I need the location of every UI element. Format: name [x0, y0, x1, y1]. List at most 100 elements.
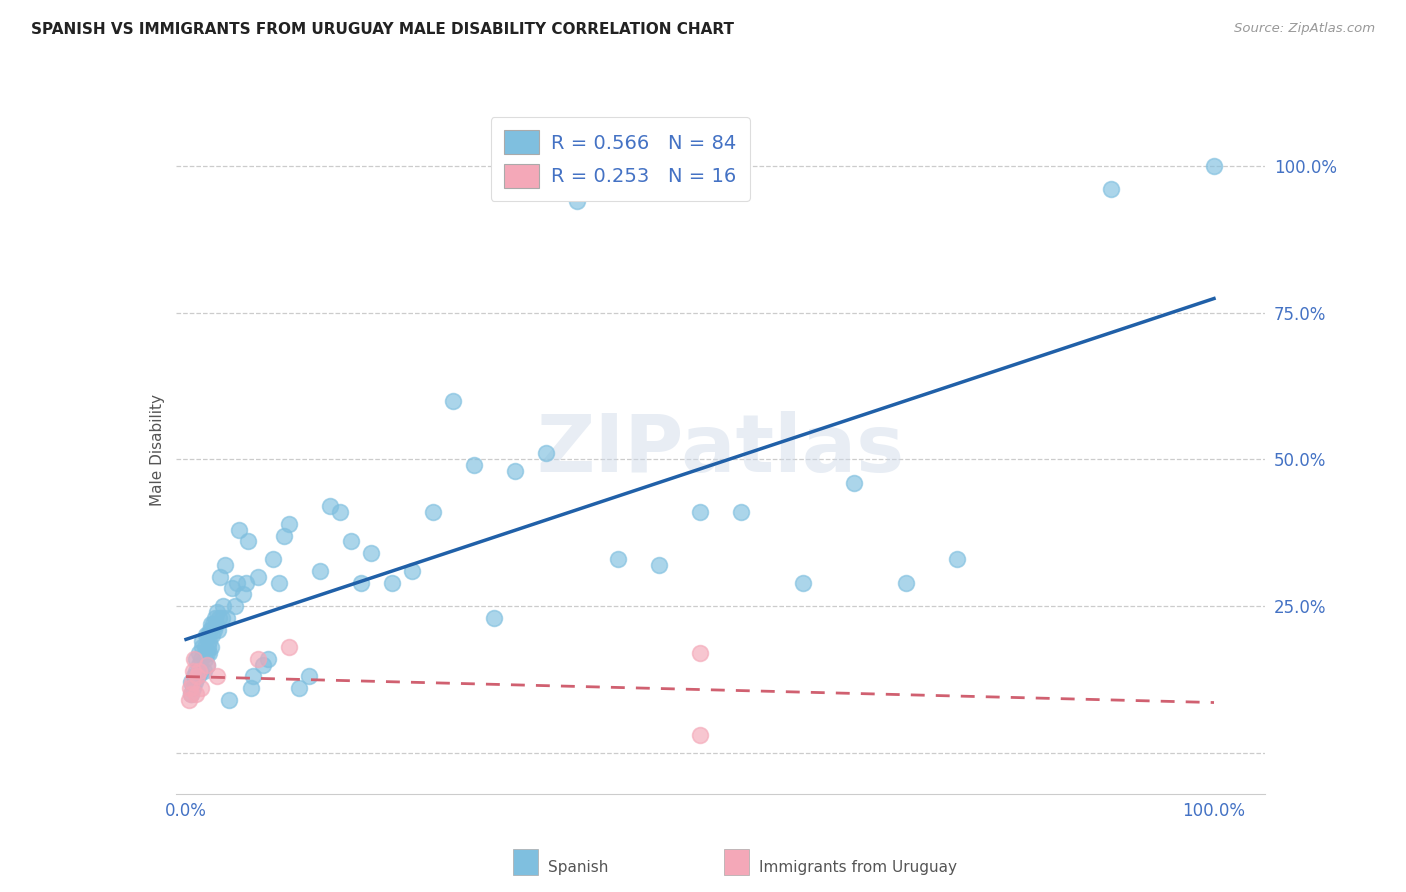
- Point: [195, 657, 218, 672]
- Point: [792, 575, 814, 590]
- Point: [212, 599, 235, 613]
- Point: [214, 558, 236, 572]
- Point: [308, 564, 330, 578]
- Point: [188, 657, 211, 672]
- Point: [181, 675, 204, 690]
- Point: [200, 616, 222, 631]
- Point: [201, 616, 224, 631]
- Point: [180, 675, 202, 690]
- Point: [197, 640, 219, 654]
- Point: [205, 605, 228, 619]
- FancyBboxPatch shape: [513, 849, 538, 875]
- Point: [288, 681, 311, 696]
- Point: [205, 616, 228, 631]
- Point: [257, 652, 280, 666]
- Point: [181, 681, 204, 696]
- Text: Source: ZipAtlas.com: Source: ZipAtlas.com: [1234, 22, 1375, 36]
- Point: [191, 640, 214, 654]
- Text: ZIPatlas: ZIPatlas: [537, 411, 904, 490]
- Point: [422, 505, 444, 519]
- Point: [224, 599, 246, 613]
- Point: [201, 628, 224, 642]
- Point: [401, 564, 423, 578]
- Point: [329, 505, 352, 519]
- Point: [689, 728, 711, 742]
- Point: [252, 657, 274, 672]
- Point: [226, 575, 249, 590]
- Point: [484, 611, 506, 625]
- Point: [242, 669, 264, 683]
- Point: [186, 669, 208, 683]
- Point: [188, 646, 211, 660]
- Point: [648, 558, 671, 572]
- Point: [183, 652, 205, 666]
- Point: [207, 623, 229, 637]
- Point: [184, 675, 207, 690]
- Point: [186, 664, 208, 678]
- Text: SPANISH VS IMMIGRANTS FROM URUGUAY MALE DISABILITY CORRELATION CHART: SPANISH VS IMMIGRANTS FROM URUGUAY MALE …: [31, 22, 734, 37]
- Point: [441, 393, 464, 408]
- Point: [218, 693, 240, 707]
- Point: [689, 646, 711, 660]
- Point: [228, 523, 250, 537]
- Point: [730, 505, 752, 519]
- Point: [181, 664, 204, 678]
- Point: [183, 669, 205, 683]
- Point: [191, 634, 214, 648]
- Point: [202, 623, 225, 637]
- Point: [186, 687, 208, 701]
- Point: [193, 652, 215, 666]
- Point: [246, 652, 269, 666]
- Point: [194, 628, 217, 642]
- Point: [689, 505, 711, 519]
- Point: [236, 534, 259, 549]
- Point: [190, 681, 212, 696]
- Point: [319, 500, 342, 514]
- Point: [208, 611, 231, 625]
- Point: [186, 652, 208, 666]
- Point: [463, 458, 485, 472]
- Point: [894, 575, 917, 590]
- Point: [339, 534, 361, 549]
- Point: [187, 669, 209, 683]
- Point: [197, 628, 219, 642]
- Point: [534, 446, 557, 460]
- Point: [232, 587, 254, 601]
- FancyBboxPatch shape: [724, 849, 749, 875]
- Point: [606, 552, 628, 566]
- Point: [179, 681, 201, 696]
- Point: [179, 693, 201, 707]
- Point: [277, 640, 299, 654]
- Point: [267, 575, 290, 590]
- Point: [211, 611, 233, 625]
- Point: [565, 194, 588, 208]
- Point: [246, 569, 269, 583]
- Point: [195, 646, 218, 660]
- Point: [200, 640, 222, 654]
- Point: [195, 657, 218, 672]
- Point: [503, 464, 526, 478]
- Point: [190, 652, 212, 666]
- Point: [277, 516, 299, 531]
- Point: [180, 687, 202, 701]
- Point: [360, 546, 382, 560]
- Point: [273, 528, 295, 542]
- Point: [193, 640, 215, 654]
- Point: [1099, 182, 1122, 196]
- Point: [844, 475, 866, 490]
- Point: [190, 664, 212, 678]
- Y-axis label: Male Disability: Male Disability: [149, 394, 165, 507]
- Point: [235, 575, 257, 590]
- Text: Immigrants from Uruguay: Immigrants from Uruguay: [759, 860, 957, 874]
- Point: [193, 664, 215, 678]
- Point: [205, 669, 228, 683]
- Point: [180, 687, 202, 701]
- Point: [239, 681, 262, 696]
- Point: [350, 575, 373, 590]
- Point: [197, 646, 219, 660]
- Point: [381, 575, 404, 590]
- Text: Spanish: Spanish: [548, 860, 609, 874]
- Point: [1202, 159, 1225, 173]
- Legend: R = 0.566   N = 84, R = 0.253   N = 16: R = 0.566 N = 84, R = 0.253 N = 16: [491, 117, 749, 202]
- Point: [204, 611, 226, 625]
